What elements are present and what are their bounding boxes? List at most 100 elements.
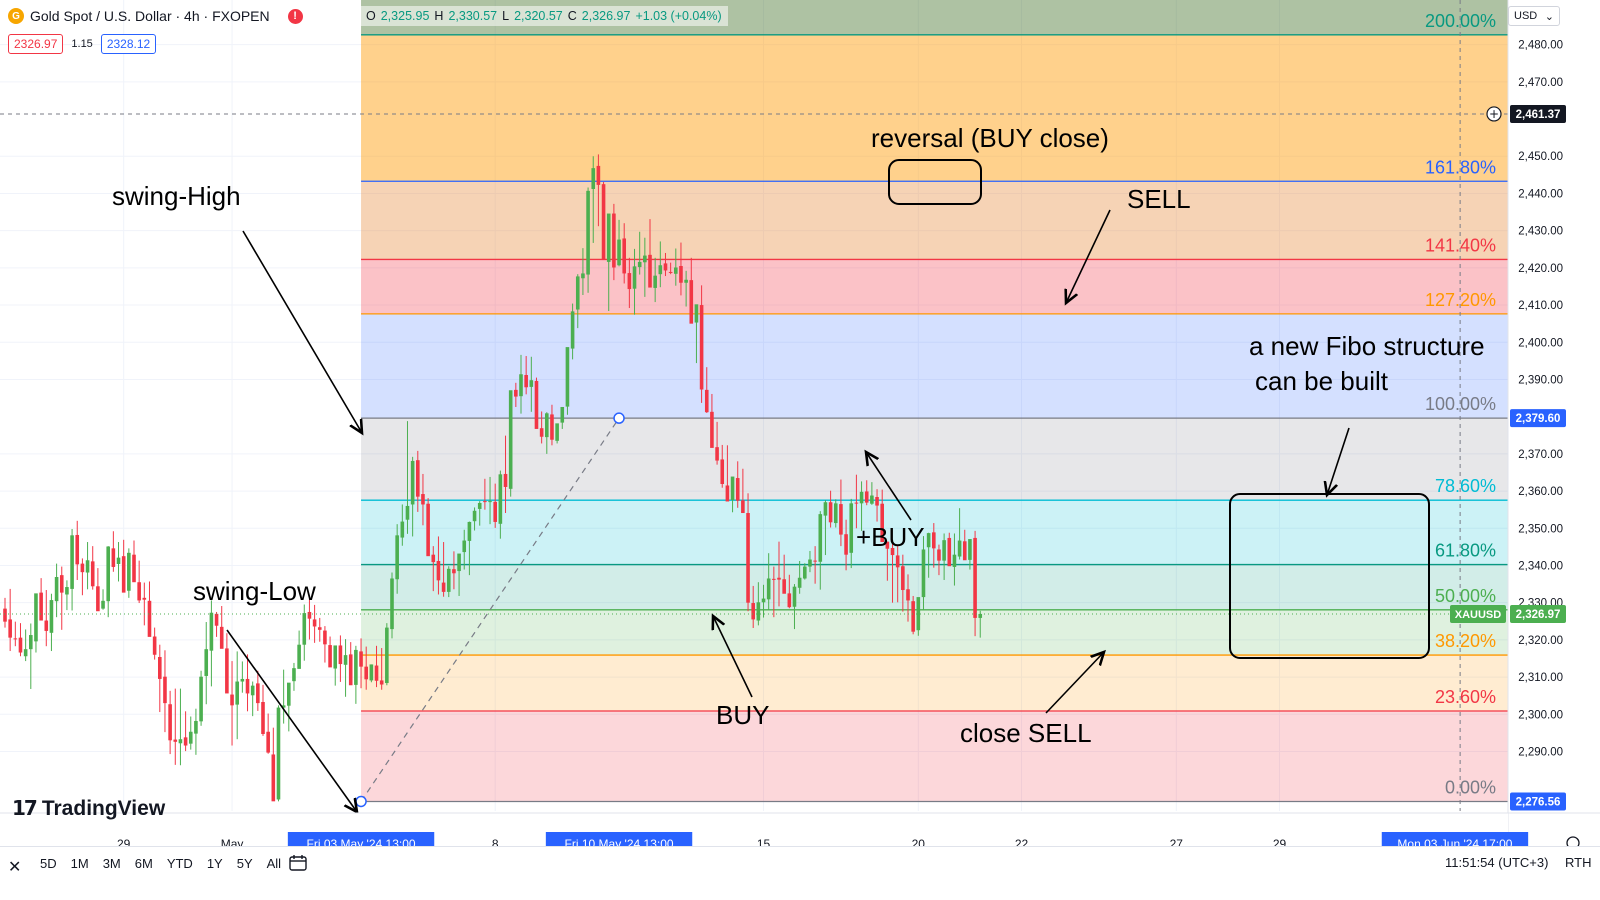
- sell-price-button[interactable]: 2326.97: [8, 34, 64, 54]
- price-tick: 2,390.00: [1518, 374, 1563, 386]
- candle-up: [250, 681, 255, 717]
- candle-body: [565, 347, 570, 407]
- candle-down: [80, 558, 85, 596]
- range-3m[interactable]: 3M: [102, 855, 121, 871]
- currency-select[interactable]: USD ⌄: [1508, 6, 1560, 26]
- fib-level-label: 100.00%: [1425, 394, 1496, 414]
- candle-body: [962, 541, 967, 561]
- candle-down: [421, 473, 425, 526]
- candle-body: [787, 593, 792, 608]
- candle-body: [715, 447, 719, 461]
- buy-price-button[interactable]: 2328.12: [100, 34, 157, 54]
- candle-up: [390, 572, 394, 639]
- candle-body: [18, 637, 23, 653]
- calendar-icon[interactable]: [288, 854, 308, 872]
- spread-value: 1.15: [71, 38, 93, 50]
- candle-body: [895, 555, 900, 568]
- range-ytd[interactable]: YTD: [166, 855, 193, 871]
- time-tick: 22: [1015, 837, 1029, 846]
- range-selector: 5D 1M 3M 6M YTD 1Y 5Y All: [40, 847, 281, 879]
- candle-up: [405, 421, 410, 534]
- candle-down: [901, 554, 905, 612]
- candle-body: [276, 707, 281, 800]
- candle-body: [147, 600, 152, 637]
- candle-body: [441, 582, 446, 592]
- range-1y[interactable]: 1Y: [206, 855, 223, 871]
- chart-settings-icon: [1566, 836, 1580, 846]
- candle-down: [214, 611, 219, 637]
- time-axis[interactable]: 29 May 8 15 20 22 27 29 Fri 03 May '24 13:00 Fri …: [0, 812, 1600, 846]
- session-toggle[interactable]: RTH: [1565, 855, 1592, 870]
- candle-up: [106, 546, 110, 618]
- candle-body: [854, 502, 859, 504]
- candle-down: [18, 623, 23, 657]
- candle-body: [833, 503, 838, 524]
- candle-up: [23, 629, 28, 662]
- candle-down: [612, 203, 616, 281]
- price-chart[interactable]: 0.00% 23.60% 38.20% 50.00% 61.80% 78.60% 100.0…: [0, 0, 1600, 846]
- candle-body: [493, 501, 497, 522]
- candle-up: [833, 499, 838, 528]
- candle-body: [921, 549, 926, 598]
- annotation-label: swing-Low: [193, 576, 316, 606]
- range-1m[interactable]: 1M: [70, 855, 89, 871]
- candle-body: [606, 213, 611, 262]
- candle-up: [921, 536, 926, 611]
- price-tick: 2,430.00: [1518, 226, 1563, 238]
- candle-down: [13, 621, 18, 647]
- candle-body: [3, 608, 7, 622]
- price-axis[interactable]: 2,290.002,300.002,310.002,320.002,330.00…: [1450, 0, 1600, 846]
- range-6m[interactable]: 6M: [134, 855, 153, 871]
- candle-body: [204, 649, 209, 676]
- annotation-arrow: [1066, 209, 1111, 303]
- annotation-label: can be built: [1255, 366, 1389, 396]
- symbol-title[interactable]: Gold Spot / U.S. Dollar · 4h · FXOPEN: [30, 8, 270, 24]
- candle-body: [183, 737, 188, 746]
- candle-down: [379, 648, 384, 690]
- clock-display[interactable]: 11:51:54 (UTC+3): [1445, 855, 1549, 870]
- candle-body: [612, 213, 616, 268]
- low-value: 2,320.57: [514, 9, 563, 23]
- candle-up: [952, 533, 957, 586]
- candle-body: [679, 265, 683, 283]
- candle-body: [803, 566, 807, 579]
- price-label-last: 2,326.97: [1516, 609, 1561, 621]
- time-axis-bg: [0, 813, 1508, 846]
- candle-down: [844, 519, 848, 571]
- candle-up: [209, 600, 214, 687]
- ohlc-values: O 2,325.95 H 2,330.57 L 2,320.57 C 2,326.97 …: [360, 6, 728, 26]
- range-5d[interactable]: 5D: [40, 855, 57, 871]
- candle-down: [90, 546, 95, 590]
- candle-down: [75, 520, 80, 580]
- fib-level-label: 0.00%: [1445, 777, 1496, 797]
- candle-body: [839, 504, 843, 535]
- price-tick: 2,440.00: [1518, 188, 1563, 200]
- candle-down: [152, 627, 157, 660]
- close-icon[interactable]: ✕: [8, 859, 22, 876]
- candle-up: [968, 539, 972, 570]
- candle-body: [952, 554, 957, 567]
- candle-body: [333, 645, 338, 669]
- price-tick: 2,290.00: [1518, 746, 1563, 758]
- tradingview-watermark: 𝟭𝟳 TradingView: [12, 796, 165, 821]
- candle-body: [797, 577, 802, 588]
- candle-down: [648, 219, 652, 288]
- candle-up: [488, 476, 492, 525]
- range-5y[interactable]: 5Y: [236, 855, 253, 871]
- candle-down: [503, 435, 508, 514]
- candle-down: [328, 636, 332, 668]
- candle-body: [694, 304, 699, 323]
- candle-up: [178, 688, 183, 766]
- candle-up: [792, 584, 797, 630]
- candle-body: [400, 521, 405, 538]
- alert-icon[interactable]: !: [287, 8, 303, 24]
- fibonacci-retracement[interactable]: 0.00% 23.60% 38.20% 50.00% 61.80% 78.60% 100.0…: [355, 0, 1508, 808]
- candle-down: [704, 367, 709, 413]
- candle-down: [911, 595, 915, 635]
- fib-anchor-high: [613, 412, 625, 424]
- range-all[interactable]: All: [266, 855, 282, 871]
- candle-body: [880, 503, 884, 543]
- candle-body: [338, 645, 343, 665]
- candle-down: [312, 604, 317, 643]
- candle-down: [374, 645, 379, 688]
